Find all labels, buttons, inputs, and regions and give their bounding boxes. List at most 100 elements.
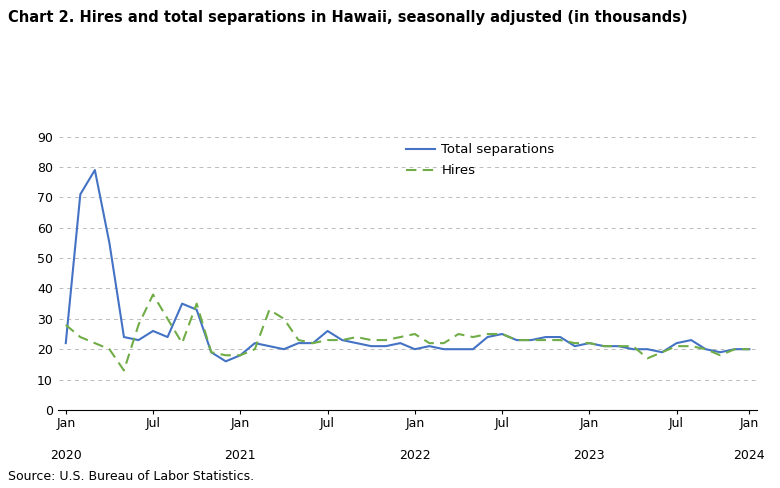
Hires [541, 337, 551, 343]
Hires [90, 340, 100, 346]
Text: 2021: 2021 [225, 449, 256, 462]
Line: Hires: Hires [66, 295, 750, 370]
Hires [61, 322, 70, 328]
Total separations [367, 343, 376, 349]
Hires [279, 316, 289, 322]
Total separations [308, 340, 317, 346]
Hires [658, 349, 667, 355]
Hires [585, 340, 594, 346]
Hires [264, 307, 274, 313]
Hires [207, 349, 216, 355]
Text: 2023: 2023 [573, 449, 605, 462]
Hires [410, 331, 420, 337]
Hires [614, 343, 623, 349]
Total separations [410, 346, 420, 352]
Hires [294, 337, 303, 343]
Total separations [163, 334, 172, 340]
Hires [338, 337, 347, 343]
Hires [468, 334, 477, 340]
Total separations [221, 358, 230, 364]
Hires [395, 334, 405, 340]
Hires [599, 343, 608, 349]
Total separations [672, 340, 681, 346]
Hires [526, 337, 536, 343]
Text: 2024: 2024 [733, 449, 765, 462]
Hires [643, 355, 652, 361]
Total separations [395, 340, 405, 346]
Total separations [424, 343, 434, 349]
Hires [498, 331, 507, 337]
Hires [686, 343, 696, 349]
Total separations [701, 346, 711, 352]
Hires [745, 346, 754, 352]
Hires [381, 337, 391, 343]
Hires [308, 340, 317, 346]
Total separations [643, 346, 652, 352]
Hires [105, 346, 114, 352]
Total separations [352, 340, 361, 346]
Hires [119, 367, 129, 373]
Hires [715, 352, 725, 358]
Total separations [294, 340, 303, 346]
Line: Total separations: Total separations [66, 170, 750, 361]
Text: 2020: 2020 [50, 449, 82, 462]
Total separations [585, 340, 594, 346]
Hires [221, 352, 230, 358]
Total separations [686, 337, 696, 343]
Hires [163, 316, 172, 322]
Total separations [614, 343, 623, 349]
Total separations [526, 337, 536, 343]
Total separations [483, 334, 492, 340]
Total separations [555, 334, 565, 340]
Hires [236, 352, 245, 358]
Hires [192, 301, 201, 306]
Hires [439, 340, 448, 346]
Hires [352, 334, 361, 340]
Total separations [541, 334, 551, 340]
Hires [250, 346, 260, 352]
Legend: Total separations, Hires: Total separations, Hires [406, 143, 555, 177]
Total separations [629, 346, 638, 352]
Total separations [61, 340, 70, 346]
Total separations [207, 349, 216, 355]
Total separations [105, 240, 114, 246]
Hires [323, 337, 332, 343]
Total separations [119, 334, 129, 340]
Total separations [177, 301, 186, 306]
Hires [454, 331, 463, 337]
Text: Source: U.S. Bureau of Labor Statistics.: Source: U.S. Bureau of Labor Statistics. [8, 470, 254, 483]
Hires [134, 322, 144, 328]
Hires [701, 346, 711, 352]
Hires [555, 337, 565, 343]
Total separations [279, 346, 289, 352]
Total separations [236, 352, 245, 358]
Hires [570, 340, 580, 346]
Total separations [658, 349, 667, 355]
Total separations [381, 343, 391, 349]
Hires [367, 337, 376, 343]
Total separations [338, 337, 347, 343]
Total separations [498, 331, 507, 337]
Hires [148, 292, 158, 298]
Text: Chart 2. Hires and total separations in Hawaii, seasonally adjusted (in thousand: Chart 2. Hires and total separations in … [8, 10, 687, 25]
Total separations [599, 343, 608, 349]
Total separations [90, 167, 100, 173]
Hires [424, 340, 434, 346]
Total separations [468, 346, 477, 352]
Total separations [512, 337, 521, 343]
Hires [629, 343, 638, 349]
Hires [672, 343, 681, 349]
Total separations [134, 337, 144, 343]
Total separations [745, 346, 754, 352]
Total separations [148, 328, 158, 334]
Total separations [715, 349, 725, 355]
Total separations [454, 346, 463, 352]
Hires [76, 334, 85, 340]
Total separations [323, 328, 332, 334]
Total separations [264, 343, 274, 349]
Total separations [730, 346, 739, 352]
Total separations [439, 346, 448, 352]
Total separations [250, 340, 260, 346]
Hires [177, 340, 186, 346]
Total separations [76, 191, 85, 197]
